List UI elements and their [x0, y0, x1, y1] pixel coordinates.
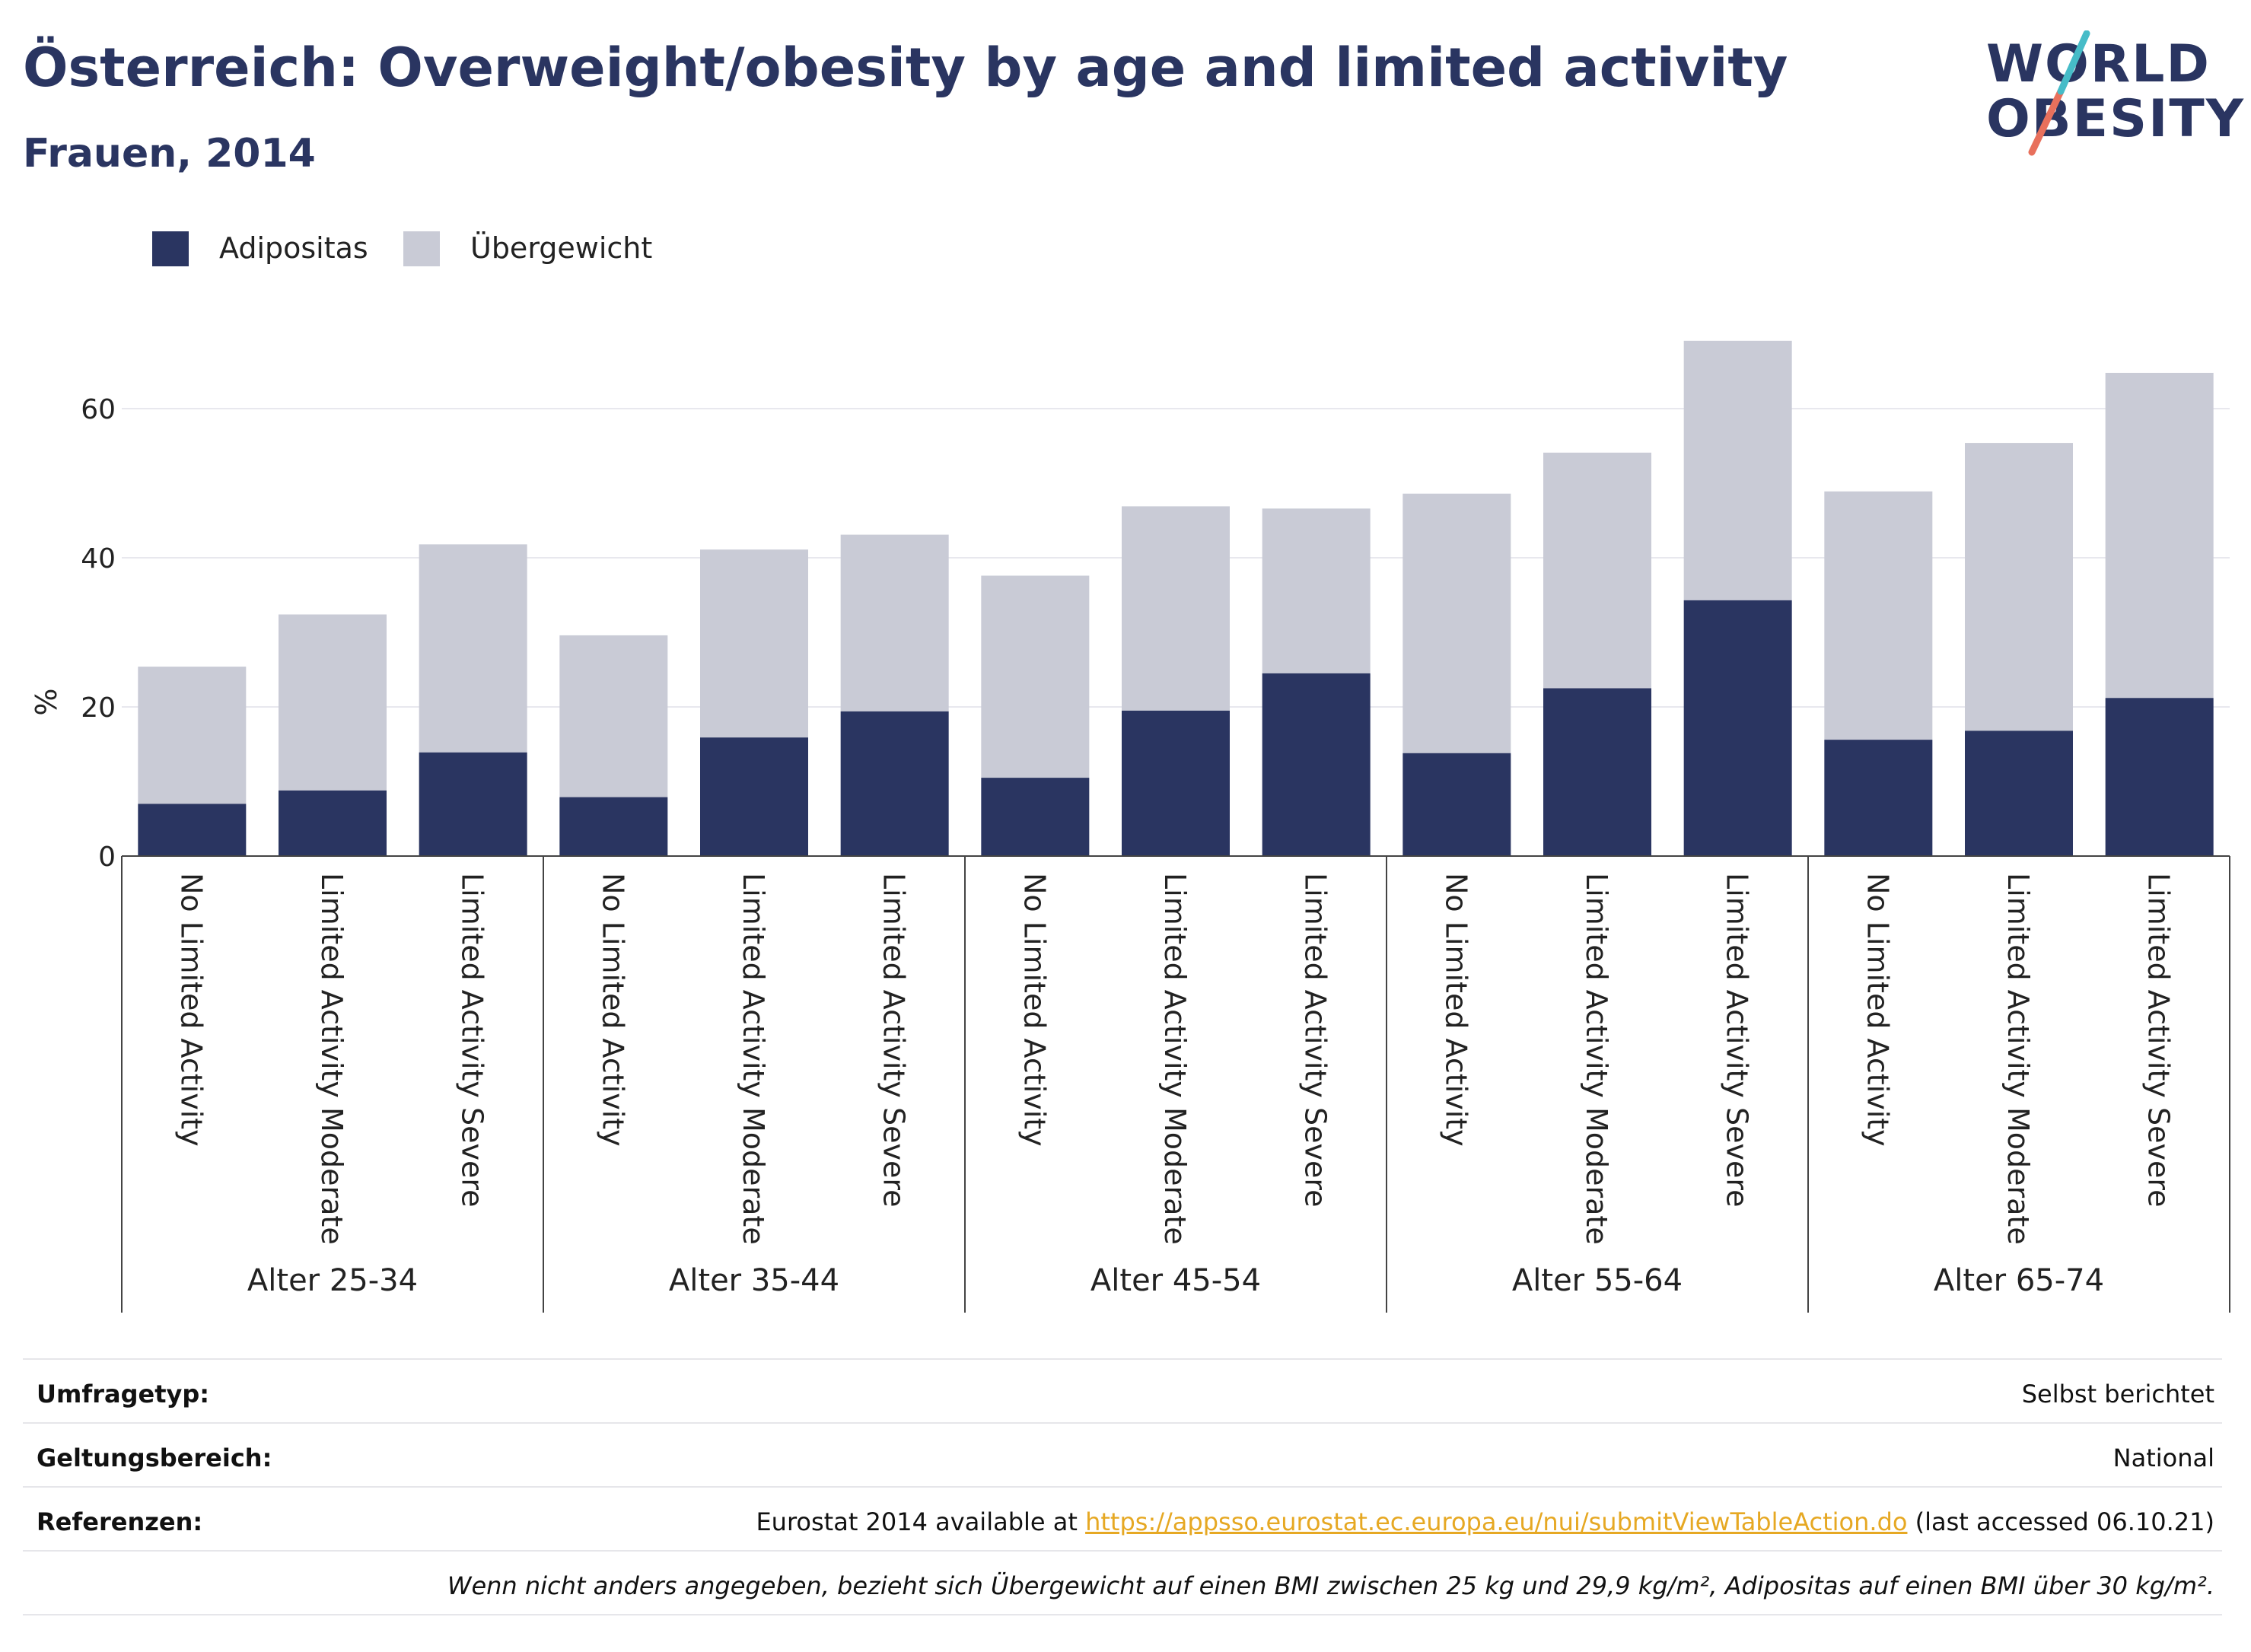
group-label: Alter 65-74 [1934, 1263, 2104, 1298]
info-row-note: Wenn nicht anders angegeben, bezieht sic… [23, 1550, 2222, 1615]
legend-swatch-adipositas [152, 231, 189, 266]
info-row-coverage: Geltungsbereich: National [23, 1422, 2222, 1486]
bar-adipositas [1683, 600, 1792, 856]
y-tick-label: 60 [81, 394, 116, 425]
x-tick-label: No Limited Activity [1439, 873, 1473, 1147]
y-tick-label: 20 [81, 692, 116, 724]
bar-uebergewicht [1824, 491, 1933, 740]
x-tick-label: No Limited Activity [596, 873, 629, 1147]
bar-adipositas [1262, 673, 1371, 856]
world-obesity-logo: WORLD OBESITY [1986, 30, 2243, 160]
bar-uebergewicht [1122, 506, 1230, 711]
bar-uebergewicht [559, 635, 668, 797]
bar-uebergewicht [981, 575, 1090, 778]
info-label-references: Referenzen: [37, 1507, 203, 1536]
x-tick-label: No Limited Activity [1017, 873, 1051, 1147]
bar-uebergewicht [2105, 372, 2214, 699]
x-tick-label: Limited Activity Severe [1721, 873, 1754, 1208]
group-label: Alter 25-34 [247, 1263, 418, 1298]
bars [138, 340, 2214, 856]
info-label-coverage: Geltungsbereich: [37, 1444, 272, 1472]
chart-title: Österreich: Overweight/obesity by age an… [23, 37, 1788, 99]
bar-uebergewicht [419, 544, 527, 753]
bar-adipositas [1122, 710, 1230, 856]
bar-chart: 0 20 40 60% No Limited Activity Limited Activ… [30, 340, 2230, 1313]
x-tick-label: Limited Activity Severe [1299, 873, 1332, 1208]
bar-uebergewicht [1543, 452, 1651, 689]
reference-text-post: (last accessed 06.10.21) [1907, 1507, 2214, 1536]
axis-labels: 0 20 40 60% No Limited Activity Limited Activ… [30, 394, 2176, 1298]
bar-uebergewicht [1965, 443, 2073, 731]
info-row-references: Referenzen: Eurostat 2014 available at h… [23, 1486, 2222, 1550]
axes [121, 855, 2230, 1313]
bar-uebergewicht [840, 534, 949, 711]
bar-uebergewicht [1402, 493, 1511, 753]
bar-adipositas [840, 711, 949, 856]
bar-uebergewicht [700, 549, 808, 738]
x-tick-label: No Limited Activity [174, 873, 208, 1147]
x-tick-label: Limited Activity Moderate [315, 873, 349, 1245]
info-label-survey-type: Umfragetyp: [37, 1380, 210, 1408]
group-label: Alter 45-54 [1090, 1263, 1261, 1298]
x-tick-label: Limited Activity Moderate [737, 873, 770, 1245]
bar-adipositas [1965, 731, 2073, 856]
legend-label-uebergewicht: Übergewicht [470, 231, 653, 265]
bar-uebergewicht [1262, 508, 1371, 673]
legend-swatch-uebergewicht [403, 231, 440, 266]
bar-adipositas [559, 797, 668, 856]
x-tick-label: Limited Activity Severe [2142, 873, 2176, 1208]
logo-slash-icon [2028, 30, 2090, 156]
legend-label-adipositas: Adipositas [219, 231, 368, 265]
reference-link[interactable]: https://appsso.eurostat.ec.europa.eu/nui… [1085, 1507, 1908, 1536]
bar-adipositas [279, 790, 387, 856]
bar-uebergewicht [1683, 340, 1792, 600]
bar-adipositas [419, 752, 527, 856]
bar-adipositas [138, 804, 247, 856]
group-label: Alter 35-44 [669, 1263, 839, 1298]
info-row-survey-type: Umfragetyp: Selbst berichtet [23, 1358, 2222, 1422]
y-tick-label: 0 [98, 842, 116, 873]
info-note: Wenn nicht anders angegeben, bezieht sic… [447, 1571, 2214, 1600]
bar-adipositas [1543, 688, 1651, 856]
info-value-survey-type: Selbst berichtet [2021, 1380, 2214, 1408]
bar-adipositas [700, 737, 808, 856]
reference-text-pre: Eurostat 2014 available at [756, 1507, 1086, 1536]
logo-word-obesity: OBESITY [1986, 89, 2245, 149]
info-value-references: Eurostat 2014 available at https://appss… [756, 1507, 2214, 1536]
bar-adipositas [1402, 753, 1511, 856]
x-tick-label: Limited Activity Moderate [1158, 873, 1192, 1245]
x-tick-label: Limited Activity Moderate [1580, 873, 1613, 1245]
group-label: Alter 55-64 [1512, 1263, 1683, 1298]
x-tick-label: Limited Activity Severe [456, 873, 489, 1208]
bar-uebergewicht [138, 667, 247, 804]
info-value-coverage: National [2113, 1444, 2214, 1472]
bar-adipositas [981, 778, 1090, 856]
chart-subtitle: Frauen, 2014 [23, 131, 316, 177]
y-axis-label: % [30, 688, 63, 715]
y-tick-label: 40 [81, 543, 116, 575]
x-tick-label: Limited Activity Severe [877, 873, 911, 1208]
bar-adipositas [2105, 698, 2214, 856]
bar-adipositas [1824, 740, 1933, 856]
info-table: Umfragetyp: Selbst berichtet Geltungsber… [23, 1358, 2222, 1615]
x-tick-label: No Limited Activity [1861, 873, 1894, 1147]
x-tick-label: Limited Activity Moderate [2001, 873, 2035, 1245]
logo-word-world: WORLD [1986, 34, 2211, 94]
bar-uebergewicht [279, 614, 387, 791]
